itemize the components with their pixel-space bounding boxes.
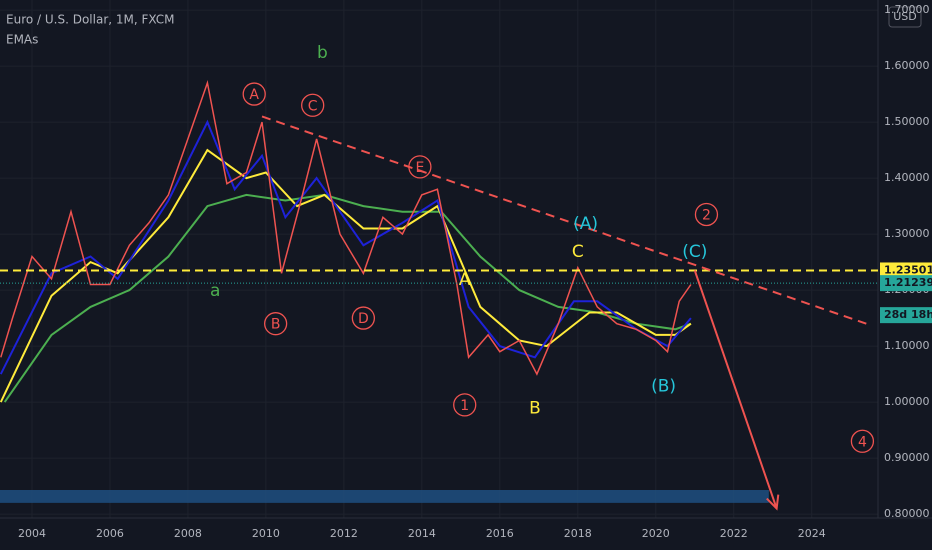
wave-label: (C) — [682, 242, 707, 262]
x-tick-label: 2016 — [486, 527, 514, 540]
wave-label: (A) — [573, 214, 598, 234]
y-tick-label: 1.70000 — [884, 3, 930, 16]
wave-label: 2 — [702, 207, 711, 223]
wave-label: C — [572, 242, 584, 262]
wave-circle — [694, 202, 719, 227]
wave-label: b — [317, 43, 328, 63]
price-badge — [880, 275, 932, 292]
y-tick-label: 0.90000 — [884, 451, 930, 464]
wave-circle — [301, 93, 325, 117]
x-tick-label: 2020 — [642, 527, 670, 540]
price-badge-label: 1.21239 — [884, 276, 932, 289]
price-badge — [880, 262, 932, 279]
wave-label: 1 — [460, 398, 469, 414]
countdown: 28d 18h — [884, 308, 932, 321]
y-tick-label: 1.00000 — [884, 395, 930, 408]
wave-label: D — [358, 311, 369, 327]
wave-circle — [263, 312, 288, 336]
price-badge-label: 1.23501 — [884, 263, 932, 276]
y-tick-label: 1.10000 — [884, 339, 930, 352]
ema-line — [0, 148, 692, 403]
wave-circle — [408, 155, 432, 179]
ema-line — [0, 119, 692, 375]
wave-circle — [242, 82, 266, 106]
x-tick-label: 2010 — [252, 527, 280, 540]
wave-label: A — [249, 87, 259, 103]
y-tick-label: 0.80000 — [884, 507, 930, 520]
trendline — [261, 115, 867, 325]
wave-label: A — [459, 270, 471, 290]
countdown-badge — [880, 307, 932, 324]
x-tick-label: 2014 — [408, 527, 436, 540]
chart-title: Euro / U.S. Dollar, 1M, FXCM — [6, 13, 174, 27]
wave-circle — [850, 429, 875, 453]
x-tick-label: 2012 — [330, 527, 358, 540]
x-tick-label: 2024 — [798, 527, 826, 540]
y-tick-label: 1.50000 — [884, 115, 930, 128]
x-tick-label: 2018 — [564, 527, 592, 540]
forecast-arrow — [693, 270, 780, 511]
currency-box[interactable] — [888, 6, 922, 28]
y-tick-label: 1.40000 — [884, 171, 930, 184]
support-zone — [0, 490, 769, 503]
wave-circle — [453, 393, 477, 417]
x-tick-label: 2008 — [174, 527, 202, 540]
wave-label: (B) — [651, 376, 676, 396]
wave-label: C — [308, 98, 318, 114]
x-tick-label: 2006 — [96, 527, 124, 540]
x-tick-label: 2022 — [720, 527, 748, 540]
x-tick-label: 2004 — [18, 527, 46, 540]
y-tick-label: 1.60000 — [884, 59, 930, 72]
wave-label: a — [210, 281, 220, 301]
wave-label: B — [271, 317, 281, 333]
indicator-name: EMAs — [6, 33, 38, 47]
wave-label: E — [415, 160, 424, 176]
currency[interactable]: USD — [893, 10, 917, 23]
wave-label: B — [529, 399, 541, 419]
price-line — [0, 80, 692, 376]
y-tick-label: 1.30000 — [884, 227, 930, 240]
wave-circle — [351, 306, 376, 330]
wave-label: 4 — [858, 434, 867, 450]
